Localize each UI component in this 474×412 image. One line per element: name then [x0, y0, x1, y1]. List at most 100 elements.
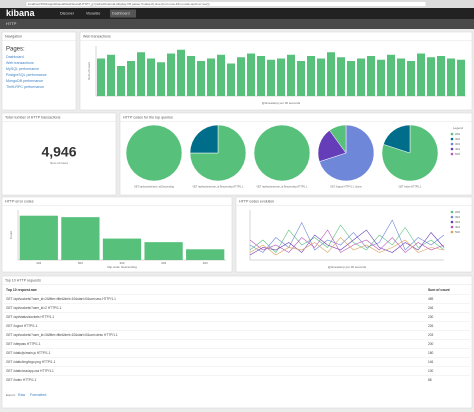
legend-label: 500 — [455, 230, 460, 234]
pie-slice — [125, 124, 183, 182]
nav-link[interactable]: Web transactions — [6, 61, 34, 65]
active-tab — [110, 9, 136, 18]
y-axis-label: Count — [9, 231, 13, 239]
bar — [97, 58, 105, 96]
cell: 146 — [428, 360, 434, 364]
pie-label: GET /api/sockets/user_id:Descending HTTP… — [193, 186, 245, 189]
cell: GET /static/css/app.css HTTP/1.1 — [6, 369, 54, 373]
kibana-header — [0, 8, 474, 19]
cell: 226 — [428, 324, 434, 328]
export-label: Export: — [6, 393, 16, 397]
bar — [357, 58, 365, 96]
legend-label: 404 — [455, 147, 460, 151]
legend-swatch — [450, 215, 454, 219]
bar — [247, 53, 255, 96]
bar — [217, 54, 225, 96]
legend-swatch — [450, 137, 454, 141]
nav-tab[interactable]: Dashboard — [112, 12, 130, 16]
legend-label: 500 — [455, 152, 460, 156]
export-raw[interactable]: Raw — [18, 393, 26, 397]
cell: GET /sitepass HTTP/1.1 — [6, 342, 41, 346]
dashboard-title: HTTP — [6, 21, 17, 26]
export-formatted[interactable]: Formatted — [30, 393, 46, 397]
bar — [457, 59, 465, 96]
cell: GET /api/sockets/?user_id=2 HTTP/1.1 — [6, 306, 62, 310]
metric-value: 4,946 — [41, 144, 76, 160]
panel-title: Total number of HTTP transactions — [5, 115, 61, 119]
bar — [437, 56, 445, 96]
series-line — [249, 237, 445, 256]
series-line — [249, 229, 445, 253]
panel-title: Top 10 HTTP requests — [5, 278, 41, 282]
legend-swatch — [450, 152, 454, 156]
cell: 246 — [428, 306, 434, 310]
x-tick-label: 404 — [36, 261, 41, 265]
bar — [177, 49, 185, 96]
bar — [317, 58, 325, 96]
pie-label: GET /logout HTTP/1.1: Query — [330, 186, 362, 189]
panel — [235, 196, 473, 273]
legend-swatch — [450, 225, 454, 229]
nav-tab[interactable]: Visualize — [86, 12, 100, 16]
cell: 230 — [428, 315, 434, 319]
nav-link[interactable]: Dashboard — [6, 55, 24, 59]
bar — [147, 58, 155, 96]
cell: 88 — [428, 378, 432, 382]
cell: GET /logout HTTP/1.1 — [6, 324, 38, 328]
panel-title: HTTP codes evolution — [239, 199, 274, 203]
bar — [61, 217, 100, 260]
nav-link[interactable]: MongoDB performance — [6, 79, 43, 83]
bar — [447, 58, 455, 96]
legend-label: 200 — [455, 210, 460, 214]
legend-swatch — [450, 142, 454, 146]
column-header: Sum of count — [428, 288, 451, 292]
bar — [237, 57, 245, 96]
y-axis-label: Sum of count — [87, 62, 91, 80]
bar — [186, 249, 225, 260]
legend-swatch — [450, 210, 454, 214]
cell: GET /index HTTP/1.1 — [6, 378, 37, 382]
pie-label: GET /api/sockets/user_id:Descending — [134, 186, 175, 189]
bar — [377, 59, 385, 96]
bar — [257, 56, 265, 96]
bar — [137, 52, 145, 96]
bar — [417, 53, 425, 96]
cell: GET /api/status/sockets HTTP/1.1 — [6, 315, 54, 319]
url-field[interactable] — [25, 1, 427, 7]
bar — [117, 66, 125, 96]
bar — [167, 53, 175, 96]
panel-title: HTTP error codes — [5, 199, 34, 203]
bar — [19, 215, 58, 260]
cell: GET /api/sockets/?user_id=2&filter=title… — [6, 297, 116, 301]
legend-label: 302 — [455, 137, 460, 141]
pie-label: GET /api/sockets/user_id:Descending HTTP… — [257, 186, 309, 189]
pie-slice — [253, 124, 311, 182]
bar — [227, 63, 235, 96]
legend-swatch — [450, 132, 454, 136]
nav-link[interactable]: PostgreSQL performance — [6, 73, 47, 77]
x-tick-label: 403 — [203, 261, 208, 265]
nav-tab[interactable]: Discover — [60, 12, 75, 16]
nav-link[interactable]: Thrift-RPC performance — [6, 85, 44, 89]
panel-title: Navigation — [5, 34, 22, 38]
cell: 200 — [428, 342, 434, 346]
pie-slice — [329, 124, 347, 154]
legend-label: 304 — [455, 220, 460, 224]
column-header: Top 10 request.raw — [6, 288, 37, 292]
dashboard: Navigation Pages: Dashboard Web transaction… — [1, 31, 473, 409]
bar — [127, 61, 135, 96]
x-tick-label: 304 — [161, 261, 166, 265]
cell: GET /static/img/logo.png HTTP/1.1 — [6, 360, 56, 364]
series-line — [249, 219, 445, 253]
pie-slice — [383, 124, 411, 154]
bar — [207, 58, 215, 96]
bar — [407, 61, 415, 96]
bar — [157, 62, 165, 96]
legend-swatch — [450, 220, 454, 224]
bar — [277, 58, 285, 96]
bar — [187, 56, 195, 96]
bar — [287, 54, 295, 96]
cell: 100 — [428, 369, 434, 373]
nav-link[interactable]: MySQL performance — [6, 67, 39, 71]
